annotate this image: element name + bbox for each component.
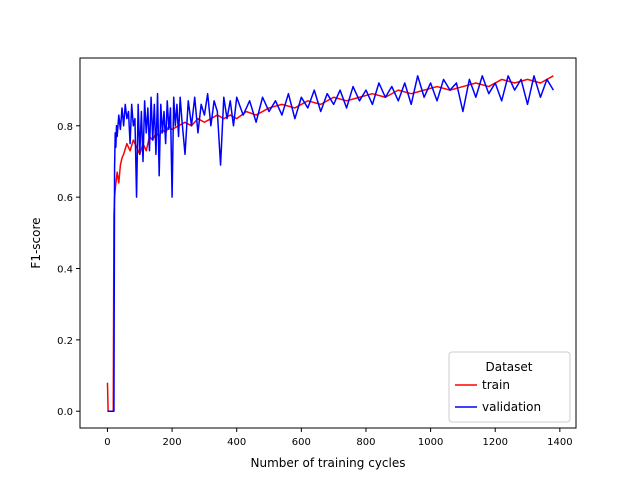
legend-label-validation: validation xyxy=(482,400,541,414)
x-tick-label: 200 xyxy=(163,437,182,448)
x-tick-label: 400 xyxy=(227,437,246,448)
x-tick-label: 600 xyxy=(292,437,311,448)
series-layer xyxy=(106,75,555,412)
y-tick-label: 0.8 xyxy=(57,122,73,133)
x-tick-label: 800 xyxy=(356,437,375,448)
legend-box xyxy=(448,351,571,423)
legend: Dataset train validation xyxy=(448,351,571,423)
y-axis-ticks: 0.0 0.2 0.4 0.6 0.8 xyxy=(57,122,80,418)
y-axis-label: F1-score xyxy=(29,217,43,268)
plot-frame xyxy=(79,57,577,429)
legend-title: Dataset xyxy=(486,360,533,374)
y-tick-label: 0.2 xyxy=(57,336,73,347)
y-tick-label: 0.0 xyxy=(57,407,73,418)
x-tick-label: 1200 xyxy=(482,437,507,448)
x-tick-label: 1000 xyxy=(418,437,443,448)
x-tick-label: 1400 xyxy=(547,437,572,448)
series-line-validation xyxy=(107,75,555,412)
series-line-train xyxy=(106,75,554,412)
x-tick-label: 0 xyxy=(104,437,110,448)
x-axis-ticks: 0 200 400 600 800 1000 1200 1400 xyxy=(104,428,573,448)
legend-label-train: train xyxy=(482,378,510,392)
y-tick-label: 0.6 xyxy=(57,193,73,204)
y-tick-label: 0.4 xyxy=(57,265,73,276)
x-axis-label: Number of training cycles xyxy=(251,456,406,470)
